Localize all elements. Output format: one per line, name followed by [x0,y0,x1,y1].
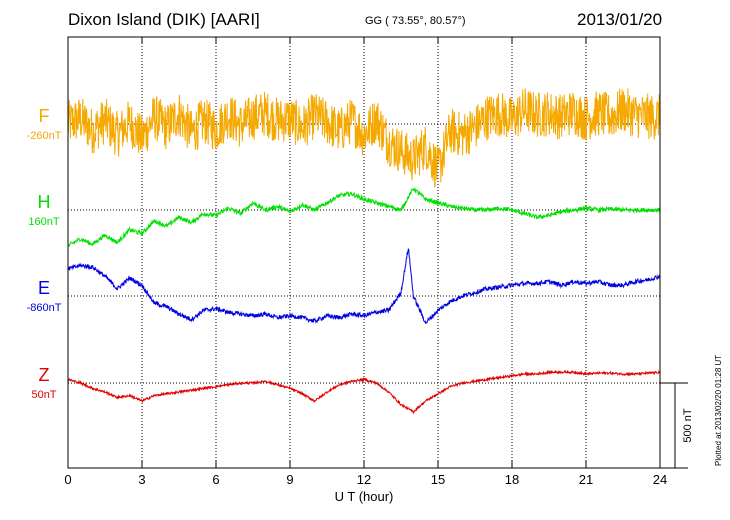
geographic-coordinates: GG ( 73.55°, 80.57°) [365,15,466,27]
scale-bar: 500 nT [660,382,694,469]
x-tick-label: 24 [653,472,667,487]
series-name-e: E [38,278,50,298]
series-baseline-z: 50nT [31,389,56,401]
series-baseline-h: 160nT [28,216,59,228]
x-tick-label: 3 [138,472,145,487]
x-tick-label: 12 [357,472,371,487]
x-tick-label: 9 [286,472,293,487]
series-line-z [67,369,661,415]
series-name-z: Z [39,365,50,385]
series-name-f: F [39,106,50,126]
date-label: 2013/01/20 [577,10,663,29]
series-baseline-f: -260nT [27,130,62,142]
series-line-e [67,248,661,324]
station-title: Dixon Island (DIK) [AARI] [68,10,260,29]
x-ticks: 0 3 6 9 12 15 18 21 24 U T (hour) [64,37,667,504]
x-tick-label: 15 [431,472,445,487]
series-baseline-e: -860nT [27,302,62,314]
x-tick-label: 21 [579,472,593,487]
series-line-f [67,88,661,189]
series-lines [67,88,661,415]
x-axis-label: U T (hour) [335,489,394,504]
x-tick-label: 18 [505,472,519,487]
series-name-h: H [38,192,51,212]
x-tick-label: 0 [64,472,71,487]
series-line-h [67,187,661,248]
scale-bar-label: 500 nT [682,408,694,443]
series-labels: F -260nT H 160nT E -860nT Z 50nT [27,106,62,401]
x-tick-label: 6 [212,472,219,487]
